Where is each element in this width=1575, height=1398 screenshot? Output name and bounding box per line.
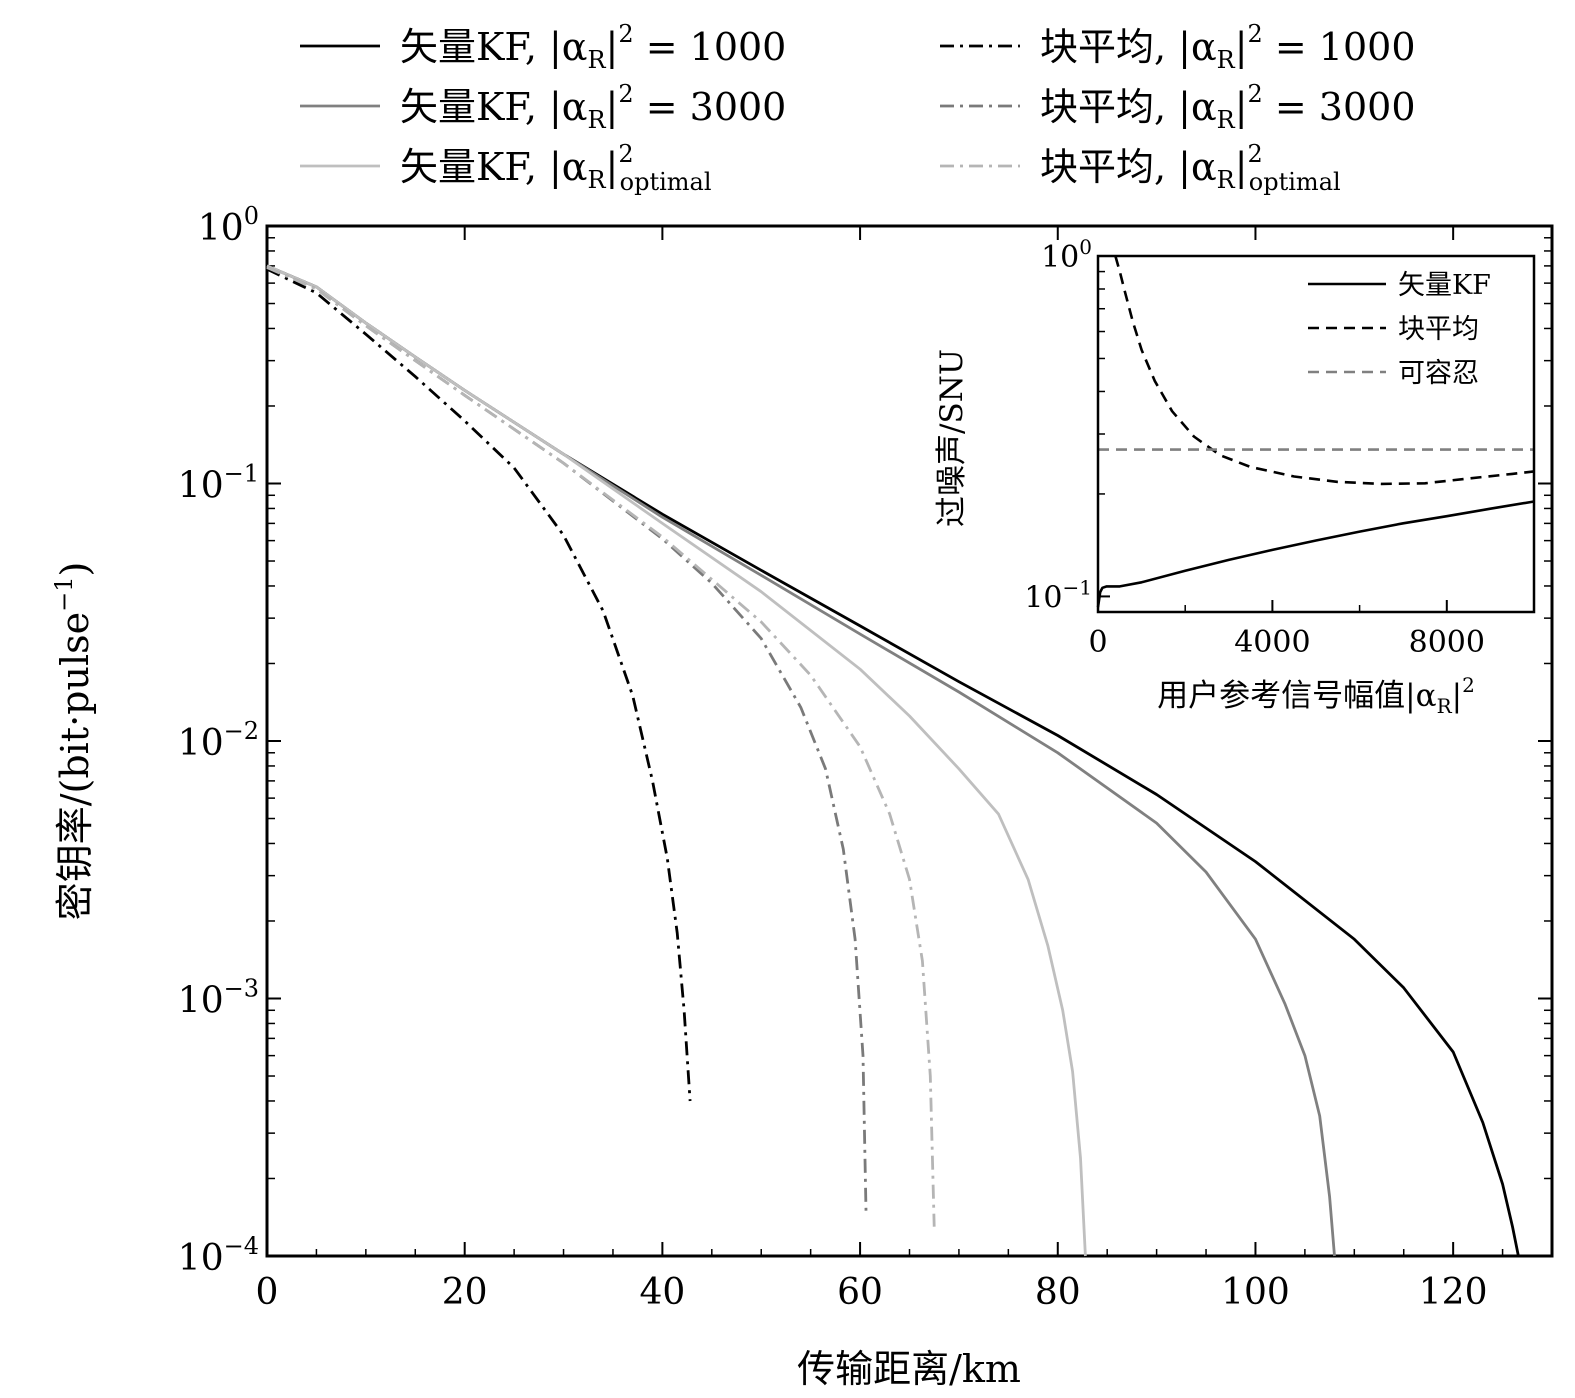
- inset-legend-label-0: 矢量KF: [1398, 270, 1491, 301]
- main-series-line-5: [266, 266, 936, 1227]
- inset-series-line-1: [1114, 255, 1535, 486]
- inset-x-tick-label: 4000: [1234, 625, 1310, 660]
- main-y-tick-label: 10−1: [178, 460, 259, 507]
- main-series-line-3: [266, 267, 692, 1102]
- inset-series: [1096, 255, 1535, 608]
- main-series-line-4: [266, 266, 868, 1211]
- inset-legend-label-1: 块平均: [1398, 314, 1479, 345]
- main-y-tick-label: 10−2: [178, 717, 259, 764]
- legend-label-1: 矢量KF, |αR|2 = 3000: [400, 80, 786, 134]
- main-series: [266, 264, 1520, 1257]
- inset-legend-label-2: 可容忍: [1398, 358, 1479, 389]
- inset-y-axis-title: 过噪声/SNU: [934, 349, 970, 527]
- inset-tick-labels: 0 4000 8000 100 10−1: [1024, 235, 1485, 660]
- legend-label-4: 块平均, |αR|2 = 3000: [1040, 80, 1416, 134]
- inset-x-axis-title: 用户参考信号幅值|αR|2: [1157, 673, 1475, 718]
- legend-label-3: 块平均, |αR|2 = 1000: [1040, 20, 1416, 74]
- inset-ticks: [1097, 255, 1448, 613]
- inset-x-tick-label: 8000: [1409, 625, 1485, 660]
- main-y-tick-label: 100: [198, 202, 259, 249]
- main-y-axis-title: 密钥率/(bit·pulse−1): [50, 562, 97, 921]
- legend-label-0: 矢量KF, |αR|2 = 1000: [400, 20, 786, 74]
- inset-y-tick-label: 100: [1041, 235, 1092, 275]
- inset-series-line-0: [1096, 500, 1535, 608]
- main-x-tick-label: 40: [639, 1272, 685, 1313]
- main-x-tick-label: 20: [442, 1272, 488, 1313]
- main-ticks: [266, 225, 1552, 1257]
- main-y-tick-label: 10−4: [178, 1232, 259, 1279]
- main-tick-labels: 0 20 40 60 80 100 120 100 10−1 10−2 10−3 10−4: [178, 202, 1488, 1313]
- inset-x-tick-label: 0: [1088, 625, 1107, 660]
- inset-y-tick-label: 10−1: [1024, 575, 1092, 615]
- main-x-tick-label: 60: [837, 1272, 883, 1313]
- main-x-tick-label: 80: [1035, 1272, 1081, 1313]
- legend-label-2: 矢量KF, |αR|2 optimal: [400, 140, 712, 196]
- main-x-tick-label: 120: [1419, 1272, 1488, 1313]
- main-y-tick-label: 10−3: [178, 975, 259, 1022]
- main-x-tick-label: 0: [256, 1272, 279, 1313]
- legend-label-5: 块平均, |αR|2 optimal: [1040, 140, 1341, 196]
- main-x-axis-title: 传输距离/km: [797, 1347, 1021, 1391]
- main-series-line-2: [266, 264, 1087, 1257]
- inset-background: [1098, 256, 1534, 612]
- legend: 矢量KF, |αR|2 = 1000 矢量KF, |αR|2 = 3000 矢量KF…: [300, 20, 1416, 196]
- main-x-tick-label: 100: [1221, 1272, 1290, 1313]
